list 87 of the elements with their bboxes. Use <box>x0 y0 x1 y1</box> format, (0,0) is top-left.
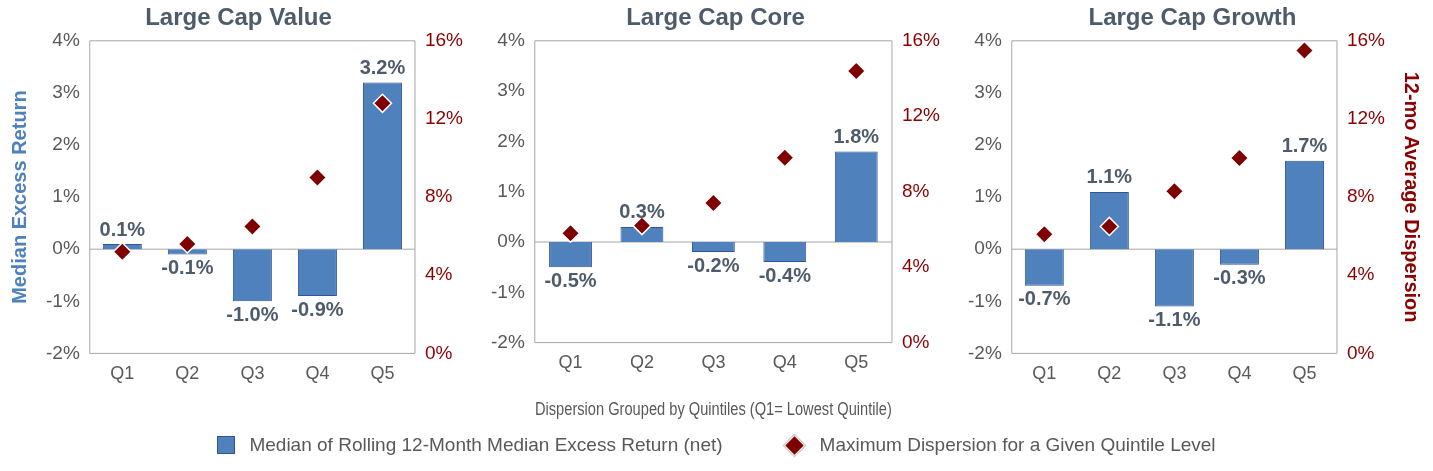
y2-tick-label: 4% <box>424 263 453 285</box>
x-tick-label: Q3 <box>701 352 726 373</box>
point <box>846 61 866 81</box>
x-tick-label: Q3 <box>240 363 265 384</box>
data-label: 1.7% <box>1281 134 1328 157</box>
chart-title: Large Cap Core <box>626 3 805 31</box>
y2-tick-label: 16% <box>901 29 941 51</box>
legend-label: Median of Rolling 12-Month Median Excess Return (net) <box>249 434 723 456</box>
y-tick-label: 0% <box>497 230 525 252</box>
y2-tick-label: 12% <box>1346 107 1386 129</box>
y-tick-label: -1% <box>490 280 525 302</box>
y-tick-label: 3% <box>52 81 80 103</box>
x-tick-label: Q4 <box>772 352 797 373</box>
data-label: 1.8% <box>833 124 880 147</box>
y-axis-title: Median Excess Return <box>7 90 30 304</box>
y-tick-label: -1% <box>45 289 80 311</box>
x-tick-label: Q4 <box>1227 363 1252 384</box>
y-tick-label: 2% <box>497 129 525 151</box>
data-label: -0.9% <box>291 297 344 320</box>
y-tick-label: 2% <box>52 133 80 155</box>
y-tick-label: 4% <box>497 29 525 51</box>
y2-tick-label: 0% <box>1346 341 1375 363</box>
y2-tick-label: 16% <box>424 29 464 51</box>
x-tick-label: Q2 <box>629 352 654 373</box>
point <box>372 93 393 114</box>
x-tick-label: Q1 <box>1032 363 1057 384</box>
y-tick-label: 4% <box>974 29 1002 51</box>
y-tick-label: 2% <box>974 133 1002 155</box>
data-label: 0.1% <box>99 217 146 240</box>
y-tick-label: 3% <box>974 81 1002 103</box>
x-tick-label: Q5 <box>370 363 395 384</box>
point <box>1164 181 1185 201</box>
y2-tick-label: 4% <box>901 255 930 277</box>
point <box>1294 40 1315 61</box>
data-label: -0.4% <box>758 263 812 286</box>
y2-tick-label: 8% <box>424 185 453 207</box>
y2-tick-label: 16% <box>1346 29 1386 51</box>
y-tick-label: 1% <box>497 179 525 201</box>
point <box>177 234 198 254</box>
y2-tick-label: 0% <box>901 330 930 352</box>
point <box>242 216 263 237</box>
data-label: -1.0% <box>226 302 279 325</box>
data-label: -0.5% <box>544 268 597 291</box>
y-tick-label: 0% <box>52 237 80 259</box>
point <box>1034 224 1055 244</box>
point <box>703 193 724 213</box>
point <box>112 242 133 262</box>
y2-tick-label: 12% <box>901 104 941 126</box>
point <box>1229 148 1250 168</box>
data-label: 3.2% <box>359 56 406 78</box>
point <box>775 148 795 168</box>
point <box>307 167 328 188</box>
y-tick-label: -1% <box>967 289 1002 311</box>
y2-tick-label: 8% <box>1346 185 1375 207</box>
data-label: -0.2% <box>687 253 740 276</box>
y-tick-label: 1% <box>974 185 1002 207</box>
x-tick-label: Q5 <box>1292 363 1317 384</box>
x-tick-label: Q1 <box>110 363 135 384</box>
x-tick-label: Q3 <box>1162 363 1187 384</box>
chart-title: Large Cap Growth <box>1088 3 1297 31</box>
y-tick-label: 3% <box>497 79 525 101</box>
x-tick-label: Q1 <box>558 352 583 373</box>
y-tick-label: 0% <box>974 237 1002 259</box>
chart-title: Large Cap Value <box>145 3 332 31</box>
data-label: -0.7% <box>1018 287 1071 310</box>
x-tick-label: Q4 <box>305 363 330 384</box>
y2-tick-label: 0% <box>424 341 453 363</box>
y-tick-label: -2% <box>967 341 1002 363</box>
y-tick-label: 1% <box>52 185 80 207</box>
x-axis-title: Dispersion Grouped by Quintiles (Q1= Lowest Quintile) <box>534 398 892 420</box>
point <box>560 223 581 243</box>
data-label: -0.1% <box>161 255 214 278</box>
x-tick-label: Q2 <box>1097 363 1122 384</box>
x-tick-label: Q5 <box>844 352 869 373</box>
y-tick-label: -2% <box>45 341 80 363</box>
data-label: 0.3% <box>619 200 665 223</box>
data-label: -1.1% <box>1148 308 1201 331</box>
y-tick-label: 4% <box>52 29 80 51</box>
data-label: 1.1% <box>1086 165 1133 188</box>
y-tick-label: -2% <box>490 330 525 352</box>
x-tick-label: Q2 <box>175 363 200 384</box>
y2-tick-label: 8% <box>901 179 930 201</box>
y2-tick-label: 12% <box>424 107 464 129</box>
data-label: -0.3% <box>1213 266 1266 289</box>
legend-label: Maximum Dispersion for a Given Quintile Level <box>819 434 1216 456</box>
y2-axis-title: 12-mo Average Dispersion <box>1401 71 1424 323</box>
y2-tick-label: 4% <box>1346 263 1375 285</box>
